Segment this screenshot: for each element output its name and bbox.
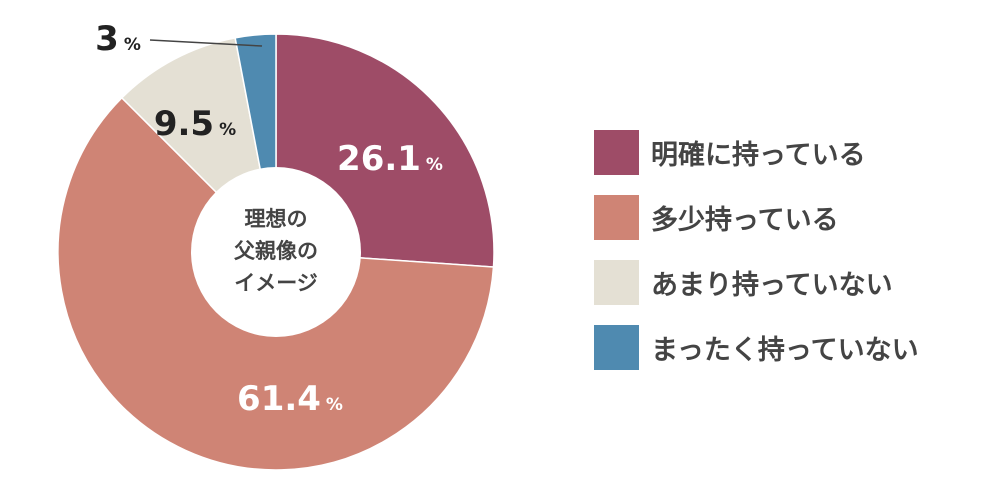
legend-swatch [594,325,639,370]
legend-label: あまり持っていない [651,270,893,301]
legend-swatch [594,260,639,305]
legend-label: 明確に持っている [651,140,866,171]
legend-label: まったく持っていない [651,335,919,366]
center-label-line-3: イメージ [234,271,318,295]
legend-item-not-at-all-have: まったく持っていない [594,325,994,370]
legend-item-somewhat-have: 多少持っている [594,195,994,240]
legend-item-clearly-have: 明確に持っている [594,130,994,175]
donut-hole [191,167,361,337]
slice-label-not-really-have: 9.5% [154,104,236,144]
slice-labels: 26.1 % 61.4 % 9.5 % 3% [95,19,443,419]
legend-swatch [594,130,639,175]
center-label: 理想の 父親像の イメージ [234,207,318,295]
center-label-line-1: 理想の [245,207,308,231]
legend-swatch [594,195,639,240]
slice-label-clearly-have: 26.1% [337,139,443,179]
center-label-line-2: 父親像の [234,239,318,263]
legend-item-not-really-have: あまり持っていない [594,260,994,305]
slice-label-somewhat-have: 61.4% [237,379,343,419]
legend-label: 多少持っている [651,205,839,236]
donut-chart: 理想の 父親像の イメージ 26.1 % 61.4 % 9.5 % 3% [57,19,495,471]
legend: 明確に持っている 多少持っている あまり持っていない まったく持っていない [594,130,994,390]
leader-line-slice-4 [149,39,263,47]
slice-label-not-at-all-have: 3% [95,19,141,59]
